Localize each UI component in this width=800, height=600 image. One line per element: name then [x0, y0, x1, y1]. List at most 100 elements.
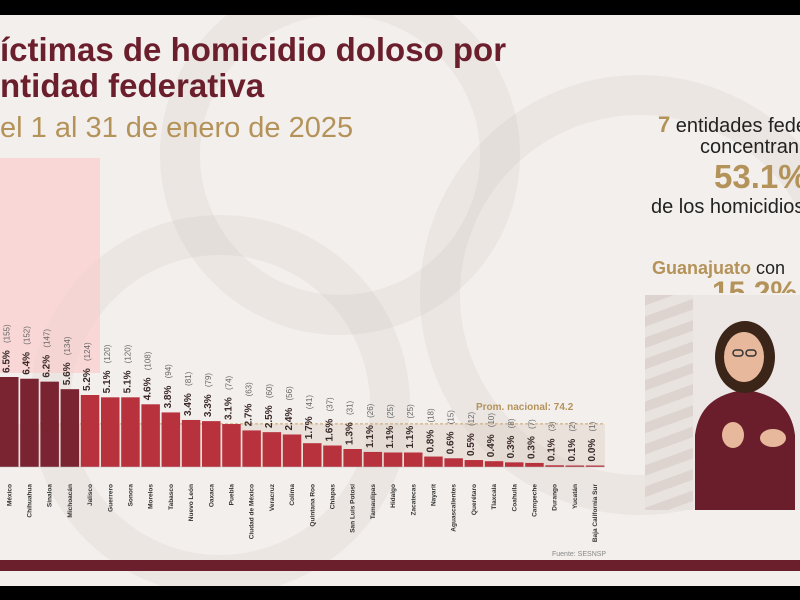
bar-count-label: (2): [568, 421, 577, 431]
stat-guanajuato-name: Guanajuato: [652, 258, 752, 278]
bottom-bar: [0, 560, 800, 571]
category-tick-label: Sinaloa: [47, 484, 54, 508]
bar-percent-label: 2.5%: [264, 405, 275, 428]
bar: [101, 397, 120, 467]
bar: [40, 381, 59, 467]
stat-homicides-text: de los homicidios: [651, 196, 800, 218]
bar: [404, 452, 423, 467]
bar-percent-label: 1.1%: [365, 425, 376, 448]
category-tick-label: Baja California Sur: [592, 484, 599, 543]
bar: [282, 434, 302, 467]
bar-count-label: (15): [447, 410, 456, 425]
bar-count-label: (56): [285, 386, 294, 401]
bar-percent-label: 1.6%: [324, 419, 335, 442]
bar-percent-label: 0.5%: [466, 433, 477, 456]
bar-percent-label: 3.8%: [163, 386, 174, 409]
category-tick-label: Tlaxcala: [491, 484, 498, 510]
stat-count-number: 7: [658, 112, 671, 137]
bar: [585, 465, 605, 467]
bar-count-label: (79): [204, 373, 213, 388]
bar: [383, 452, 403, 467]
bar-percent-label: 5.6%: [62, 362, 73, 385]
bar-count-label: (41): [305, 395, 314, 410]
bar: [303, 443, 322, 467]
bar: [464, 460, 484, 467]
bar-percent-label: 5.1%: [102, 370, 113, 393]
category-tick-label: Puebla: [228, 484, 235, 506]
bar: [222, 424, 241, 467]
bar-percent-label: 1.3%: [345, 422, 356, 445]
bar-count-label: (81): [184, 371, 193, 386]
bar-percent-label: 5.1%: [122, 370, 133, 393]
bar-count-label: (147): [43, 329, 52, 348]
bar-percent-label: 0.8%: [425, 430, 436, 453]
bar: [545, 465, 564, 467]
bar-percent-label: 0.3%: [506, 435, 517, 458]
stat-guanajuato-text: con: [751, 258, 786, 278]
category-tick-label: Nayarit: [430, 483, 437, 506]
stat-count-text: entidades fede: [670, 115, 800, 137]
source-note: Fuente: SESNSP: [552, 551, 607, 558]
bar-percent-label: 4.6%: [143, 377, 154, 400]
bar: [525, 462, 544, 467]
bar-count-label: (8): [507, 418, 516, 428]
category-tick-label: Chiapas: [329, 484, 336, 510]
category-tick-label: Hidalgo: [390, 484, 397, 508]
bar-percent-label: 2.4%: [284, 408, 295, 431]
bar-count-label: (124): [83, 342, 92, 361]
category-tick-label: Guerrero: [107, 484, 114, 512]
bar-count-label: (120): [103, 344, 112, 363]
category-tick-label: Querétaro: [471, 484, 478, 515]
bar-count-label: (25): [386, 404, 395, 419]
sign-language-interpreter: [645, 295, 800, 510]
category-tick-label: Coahuila: [511, 484, 518, 512]
bar: [161, 412, 181, 467]
bar: [484, 461, 504, 467]
category-tick-label: México: [6, 484, 13, 506]
bar-count-label: (60): [265, 384, 274, 399]
bar-percent-label: 6.5%: [1, 350, 12, 373]
bar-percent-label: 0.1%: [567, 439, 578, 462]
average-band: [0, 423, 605, 467]
category-tick-label: Durango: [552, 484, 559, 511]
bar: [262, 432, 282, 467]
title-line-1: íctimas de homicidio doloso por: [0, 31, 507, 68]
category-tick-label: Tabasco: [168, 484, 175, 510]
bar-percent-label: 1.1%: [385, 426, 396, 449]
interpreter-background: [645, 295, 693, 510]
bar-count-label: (26): [366, 403, 375, 418]
category-tick-label: Aguascalientes: [451, 484, 458, 532]
stat-states-count: 7 entidades fede: [658, 112, 800, 138]
category-tick-label: San Luis Potosí: [350, 484, 357, 533]
category-tick-label: Veracruz: [269, 483, 276, 511]
bar: [505, 462, 524, 467]
category-tick-label: Zacatecas: [410, 484, 417, 516]
title-line-2: ntidad federativa: [0, 67, 265, 104]
bar: [80, 395, 100, 467]
bar-percent-label: 0.3%: [526, 436, 537, 459]
bar-percent-label: 0.4%: [486, 434, 497, 457]
category-tick-label: Yucatán: [572, 484, 579, 509]
bar: [202, 421, 221, 467]
bar-count-label: (18): [426, 408, 435, 423]
bar-percent-label: 6.4%: [21, 352, 32, 375]
bar: [121, 397, 140, 467]
bar: [242, 430, 261, 467]
bar: [444, 458, 463, 467]
bar: [60, 389, 80, 467]
category-tick-label: Quintana Roo: [309, 484, 316, 527]
stat-percentage: 53.1%: [714, 158, 800, 195]
bar-percent-label: 0.6%: [446, 431, 457, 454]
category-tick-label: Ciudad de México: [249, 484, 256, 539]
bar-percent-label: 0.0%: [587, 439, 598, 462]
bar-count-label: (10): [487, 413, 496, 428]
page-subtitle: el 1 al 31 de enero de 2025: [0, 112, 354, 144]
bar-percent-label: 0.1%: [547, 438, 558, 461]
bar: [363, 451, 383, 467]
bar: [141, 404, 160, 467]
bar-count-label: (1): [588, 421, 597, 431]
bar-percent-label: 3.1%: [223, 397, 234, 420]
bar-percent-label: 1.7%: [304, 416, 315, 439]
category-tick-label: Chihuahua: [26, 484, 33, 518]
bar-count-label: (152): [22, 326, 31, 345]
